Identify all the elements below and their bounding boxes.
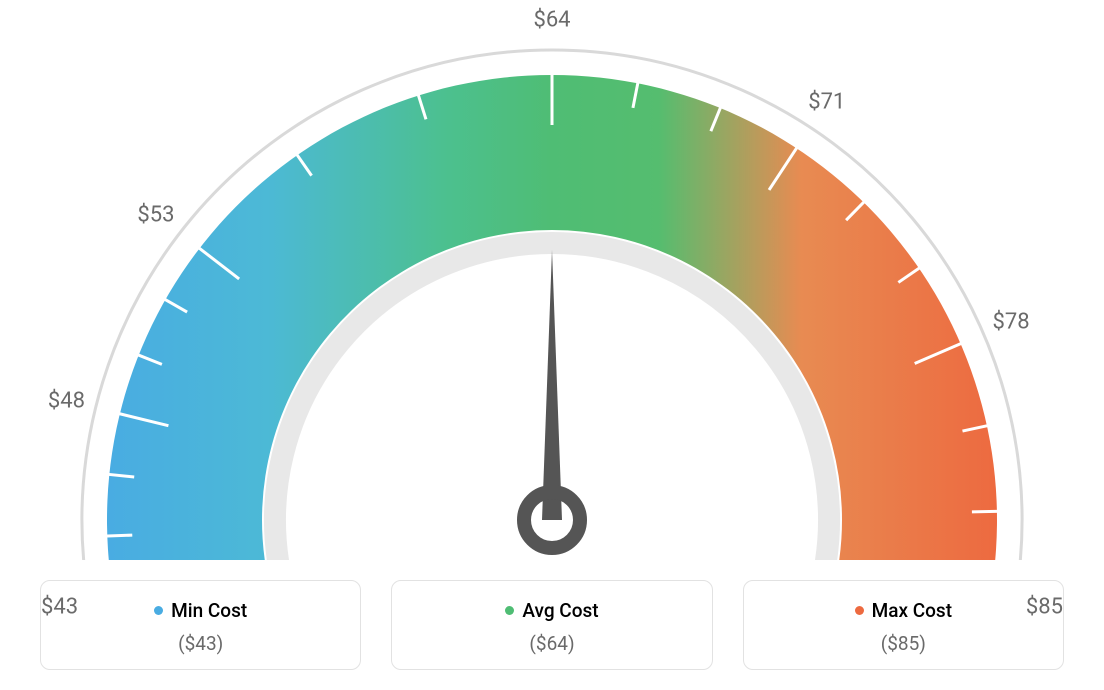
gauge-svg (0, 0, 1104, 560)
gauge-tick-label: $53 (137, 202, 174, 227)
legend-value-avg: ($64) (402, 632, 701, 655)
legend-card-max: Max Cost ($85) (743, 580, 1064, 670)
gauge-tick-label: $48 (48, 388, 85, 413)
legend-card-avg: Avg Cost ($64) (391, 580, 712, 670)
legend-dot-min (154, 606, 163, 615)
legend-dot-avg (505, 606, 514, 615)
gauge-tick-label: $78 (993, 309, 1030, 334)
gauge-tick-label: $71 (808, 90, 845, 115)
legend-card-min: Min Cost ($43) (40, 580, 361, 670)
legend-label-avg: Avg Cost (522, 599, 598, 622)
legend-dot-max (855, 606, 864, 615)
gauge-chart: $43$48$53$64$71$78$85 (0, 0, 1104, 560)
legend-row: Min Cost ($43) Avg Cost ($64) Max Cost (… (0, 580, 1104, 670)
legend-title-avg: Avg Cost (505, 599, 598, 622)
legend-value-max: ($85) (754, 632, 1053, 655)
legend-label-max: Max Cost (872, 599, 952, 622)
gauge-tick-label: $64 (533, 8, 570, 33)
legend-title-min: Min Cost (154, 599, 247, 622)
legend-value-min: ($43) (51, 632, 350, 655)
legend-title-max: Max Cost (855, 599, 952, 622)
legend-label-min: Min Cost (171, 599, 247, 622)
